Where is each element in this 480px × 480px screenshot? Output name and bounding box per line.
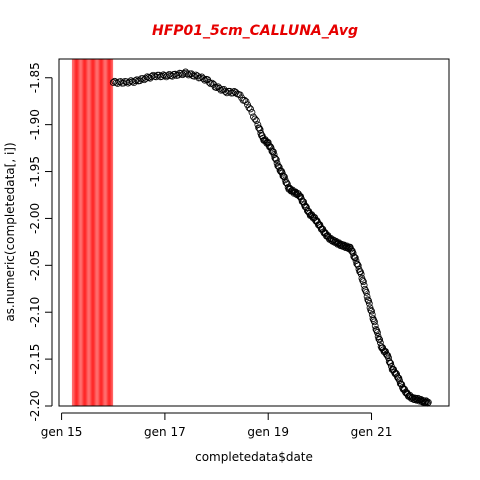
data-points [110, 69, 431, 406]
y-tick-label: -1.95 [28, 156, 42, 187]
highlight-band [72, 59, 113, 406]
highlight-band-stripe [112, 59, 113, 406]
data-point [247, 106, 253, 112]
x-tick-label: gen 21 [351, 425, 393, 439]
x-tick-label: gen 15 [41, 425, 83, 439]
y-tick-label: -1.85 [28, 62, 42, 93]
x-axis: gen 15 gen 17 gen 19 gen 21 [41, 413, 393, 439]
y-axis: -1.85 -1.90 -1.95 -2.00 -2.05 -2.10 -2.15 -2.20 [28, 62, 52, 421]
x-tick-label: gen 19 [247, 425, 289, 439]
data-point [252, 116, 258, 122]
y-tick-label: -2.20 [28, 390, 42, 421]
x-axis-title: completedata$date [195, 450, 313, 464]
y-tick-label: -2.00 [28, 203, 42, 234]
y-axis-title: as.numeric(completedata[, i]) [3, 142, 17, 321]
chart-title: HFP01_5cm_CALLUNA_Avg [152, 23, 358, 39]
y-tick-label: -2.15 [28, 344, 42, 375]
y-tick-label: -2.10 [28, 297, 42, 328]
y-tick-label: -1.90 [28, 109, 42, 140]
y-tick-label: -2.05 [28, 250, 42, 281]
x-tick-label: gen 17 [144, 425, 186, 439]
